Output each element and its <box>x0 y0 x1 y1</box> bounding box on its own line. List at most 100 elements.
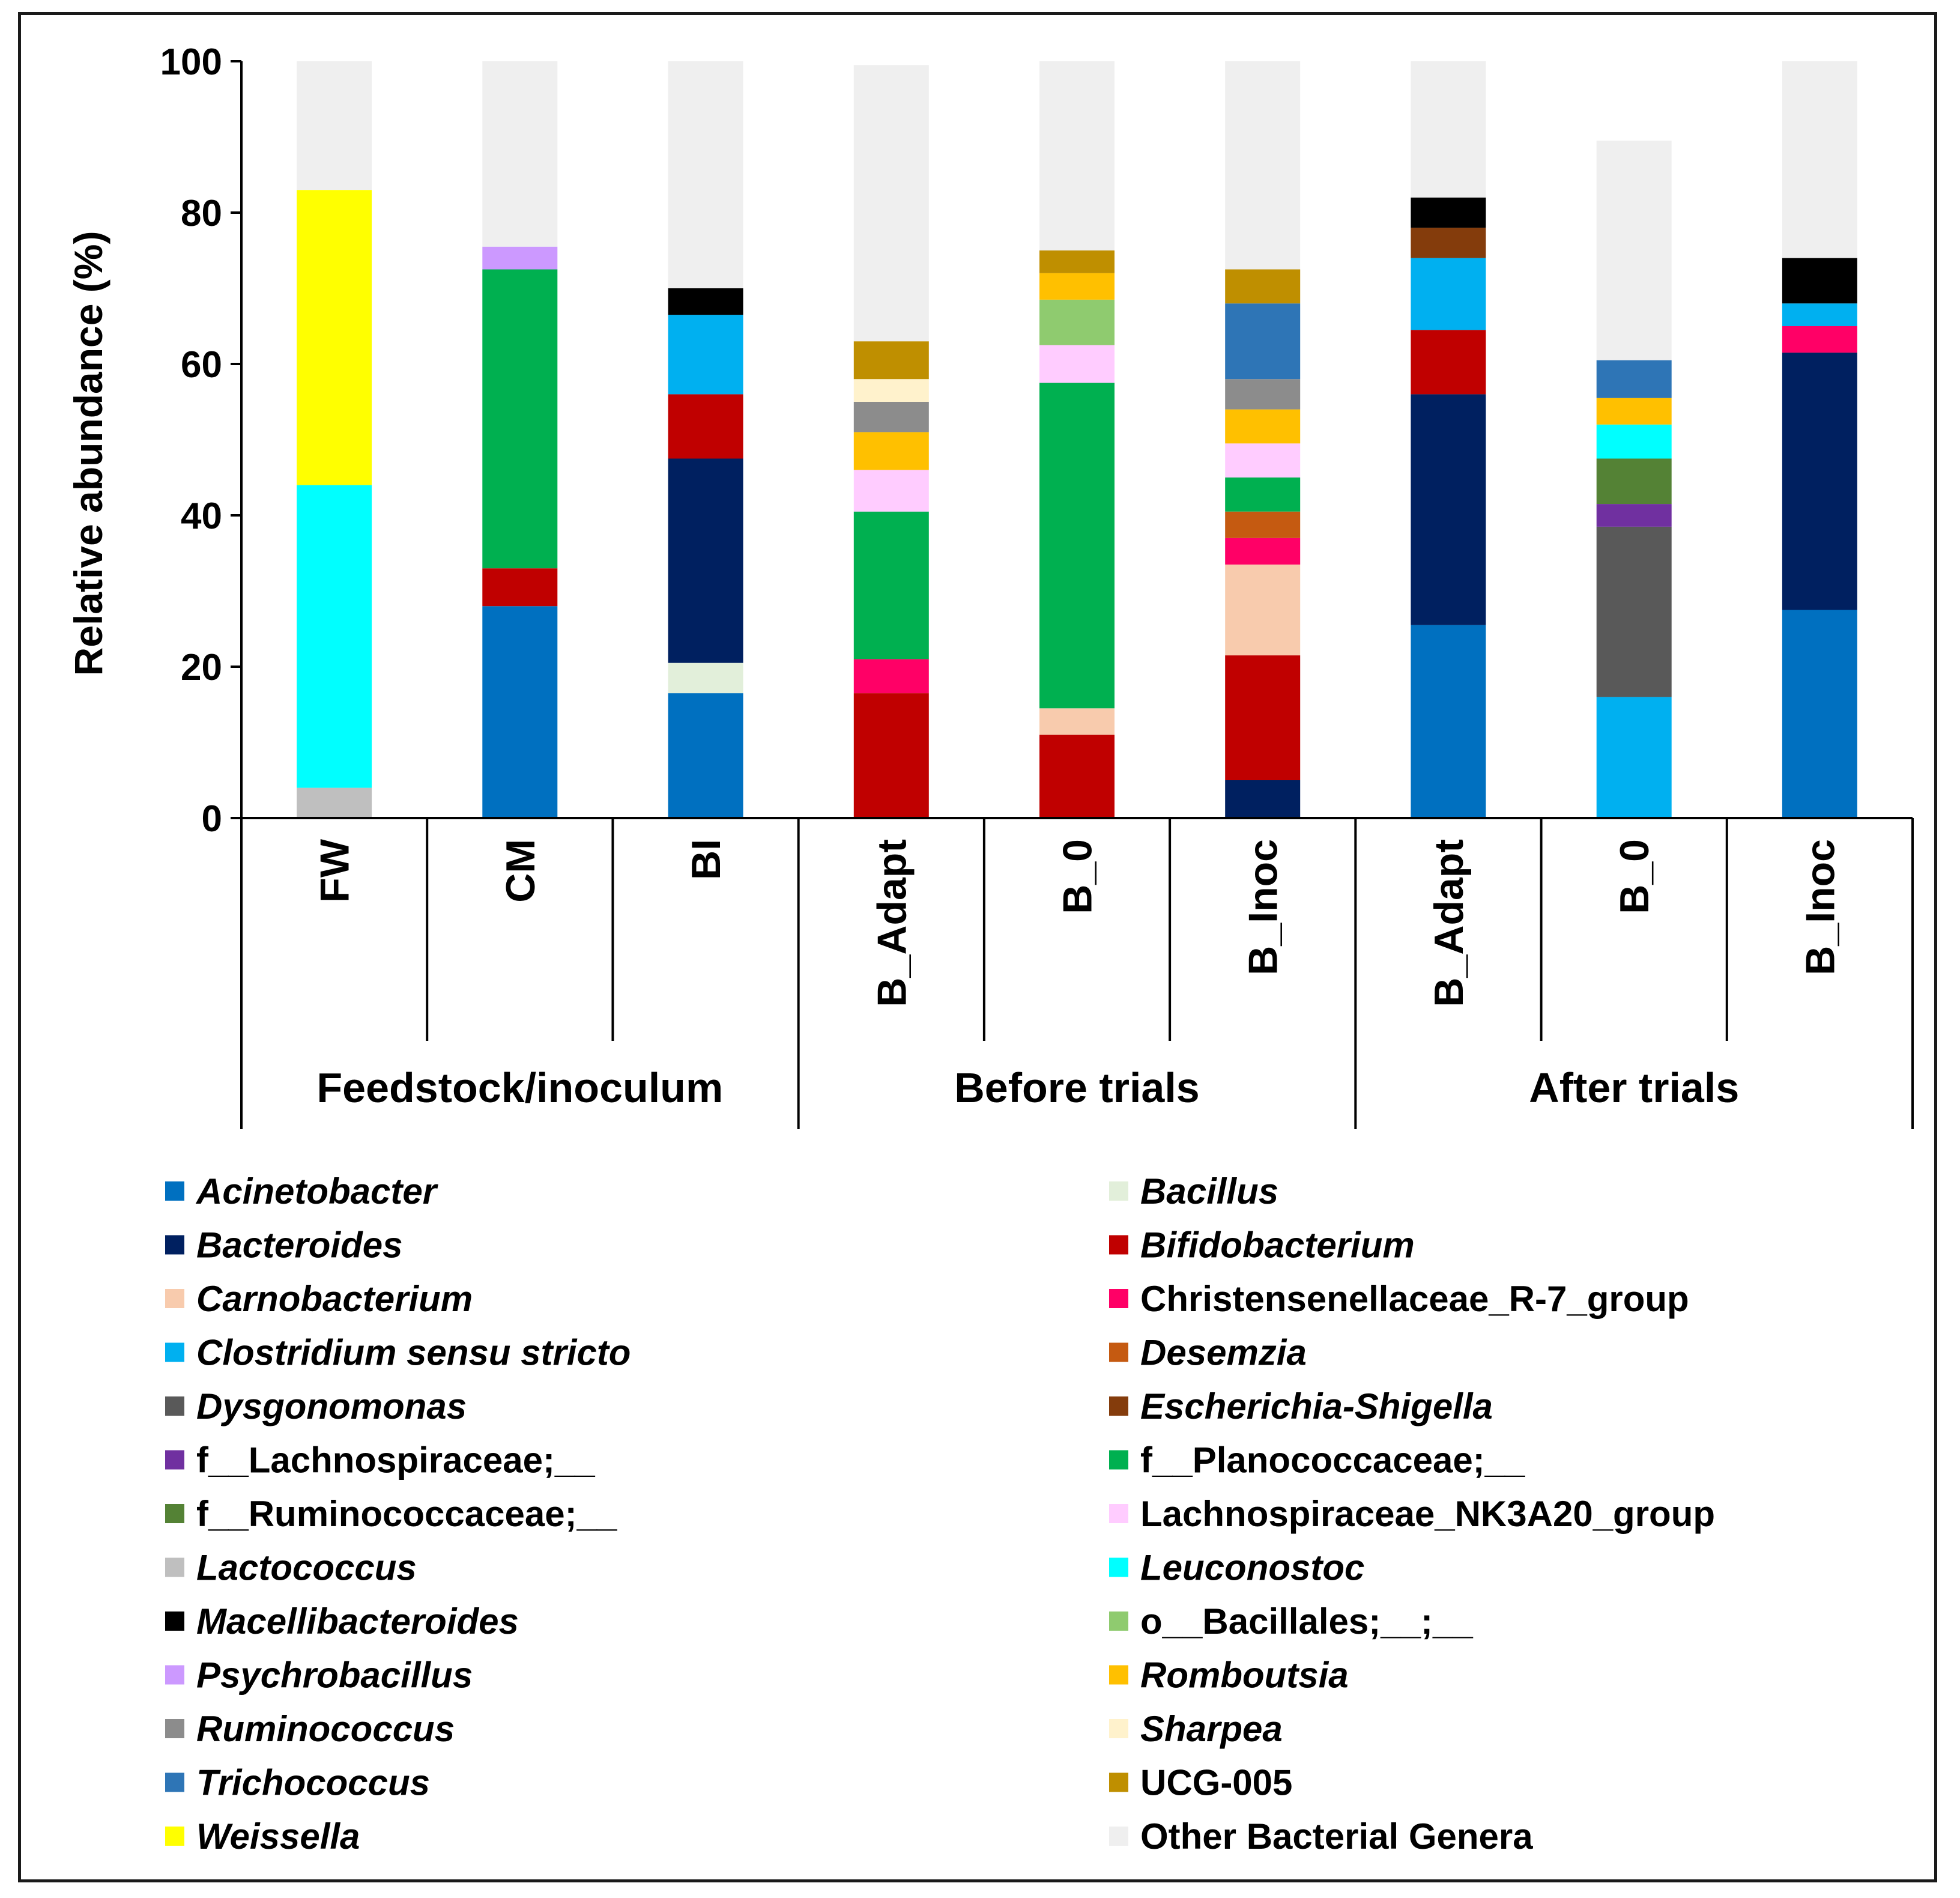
legend-swatch <box>165 1772 184 1792</box>
y-tick-label: 60 <box>181 344 222 386</box>
legend-label: Psychrobacillus <box>196 1655 473 1696</box>
bar-segment <box>668 458 743 663</box>
legend-swatch <box>165 1827 184 1846</box>
x-tick-label: B_Inoc <box>1797 839 1843 975</box>
legend-label: Desemzia <box>1140 1333 1307 1373</box>
bar-segment <box>668 288 743 315</box>
legend-swatch <box>165 1504 184 1523</box>
bar-segment <box>1411 330 1486 395</box>
x-tick-label: B_Inoc <box>1241 839 1286 975</box>
legend-label: Christensenellaceae_R-7_group <box>1140 1279 1689 1319</box>
bar-segment <box>1225 511 1301 538</box>
bar-segment <box>1596 697 1672 818</box>
bar-segment <box>668 315 743 395</box>
bar-segment <box>1782 61 1857 258</box>
plot-area <box>297 61 1857 818</box>
bar-segment <box>1596 398 1672 425</box>
legend-swatch <box>1109 1611 1128 1631</box>
legend-label: o__Bacillales;__;__ <box>1140 1601 1473 1642</box>
legend-swatch <box>165 1450 184 1470</box>
legend-swatch <box>165 1665 184 1685</box>
x-axis: FW CM BI B_Adapt B_0 B_Inoc B_Adapt B_0 B_Inoc Fe… <box>240 817 1914 1129</box>
bar-segment <box>297 787 372 818</box>
legend-label: f__Ruminococcaceae;__ <box>196 1494 617 1534</box>
legend-swatch <box>1109 1450 1128 1470</box>
y-tick-label: 20 <box>181 647 222 688</box>
legend-swatch <box>165 1396 184 1416</box>
x-tick-label: B_Adapt <box>1426 839 1472 1007</box>
legend-swatch <box>165 1557 184 1577</box>
bar-segment <box>1411 228 1486 258</box>
bar-segment <box>668 662 743 694</box>
bar-segment <box>1411 625 1486 818</box>
legend-swatch <box>1109 1396 1128 1416</box>
bar-segment <box>853 693 929 818</box>
legend-label: Macellibacteroides <box>196 1601 519 1642</box>
bar-segment <box>1039 273 1115 300</box>
legend-label: Carnobacterium <box>196 1279 473 1319</box>
legend-label: Bifidobacterium <box>1140 1225 1415 1266</box>
bar-segment <box>853 65 929 342</box>
legend-swatch <box>1109 1181 1128 1201</box>
legend-label: Romboutsia <box>1140 1655 1349 1696</box>
bar-segment <box>853 432 929 470</box>
bar-segment <box>482 246 558 270</box>
y-tick-label: 40 <box>181 496 222 537</box>
legend-swatch <box>1109 1665 1128 1685</box>
bar-segment <box>1225 443 1301 478</box>
legend-swatch <box>1109 1235 1128 1255</box>
legend-label: Bacillus <box>1140 1171 1278 1211</box>
bar-segment <box>853 379 929 402</box>
bar-segment <box>297 61 372 190</box>
bar-segment <box>853 341 929 380</box>
bar-segment <box>1782 258 1857 304</box>
bar-segment <box>297 190 372 485</box>
bar-segment <box>1225 379 1301 410</box>
bar-segment <box>1225 61 1301 270</box>
legend-label: Dysgonomonas <box>196 1386 467 1427</box>
bar-segment <box>1039 61 1115 250</box>
legend-label: Trichococcus <box>196 1763 430 1803</box>
legend-label: Bacteroides <box>196 1225 402 1266</box>
y-axis-title: Relative abundance (%) <box>66 231 110 676</box>
legend-label: Weissella <box>196 1816 360 1857</box>
y-tick-label: 80 <box>181 193 222 234</box>
bar-segment <box>482 606 558 818</box>
x-tick-label: BI <box>683 839 729 880</box>
bar-segment <box>1782 326 1857 353</box>
bar-segment <box>1596 141 1672 360</box>
legend-swatch <box>165 1342 184 1362</box>
bar-segment <box>1225 269 1301 304</box>
y-tick-label: 100 <box>160 41 222 83</box>
bar-segment <box>1039 708 1115 735</box>
bar-segment <box>1782 353 1857 610</box>
legend: Acinetobacter Bacillus Bacteroides Bifidoba… <box>165 1171 1715 1857</box>
legend-swatch <box>1109 1772 1128 1792</box>
bar-segment <box>853 659 929 694</box>
x-tick-label: CM <box>498 839 543 903</box>
legend-swatch <box>1109 1342 1128 1362</box>
legend-label: Ruminococcus <box>196 1709 455 1749</box>
bar-segment <box>1039 299 1115 345</box>
bar-segment <box>668 394 743 459</box>
bar-segment <box>1039 250 1115 273</box>
legend-swatch <box>1109 1557 1128 1577</box>
legend-swatch <box>165 1235 184 1255</box>
legend-swatch <box>165 1181 184 1201</box>
bar-segment <box>1225 655 1301 780</box>
legend-label: Lachnospiraceae_NK3A20_group <box>1140 1494 1715 1534</box>
bar-segment <box>1225 780 1301 818</box>
x-tick-label: FW <box>312 838 358 903</box>
bar-segment <box>1225 303 1301 380</box>
legend-swatch <box>1109 1827 1128 1846</box>
y-axis: 0 20 40 60 80 100 <box>160 41 243 840</box>
y-tick-label: 0 <box>202 798 222 840</box>
bar-segment <box>482 568 558 607</box>
legend-swatch <box>1109 1504 1128 1523</box>
legend-swatch <box>1109 1289 1128 1308</box>
bar-segment <box>853 470 929 512</box>
legend-label: Clostridium sensu stricto <box>196 1333 631 1373</box>
group-label: Feedstock/inoculum <box>316 1064 723 1111</box>
legend-swatch <box>1109 1719 1128 1738</box>
legend-label: Other Bacterial Genera <box>1140 1816 1533 1857</box>
